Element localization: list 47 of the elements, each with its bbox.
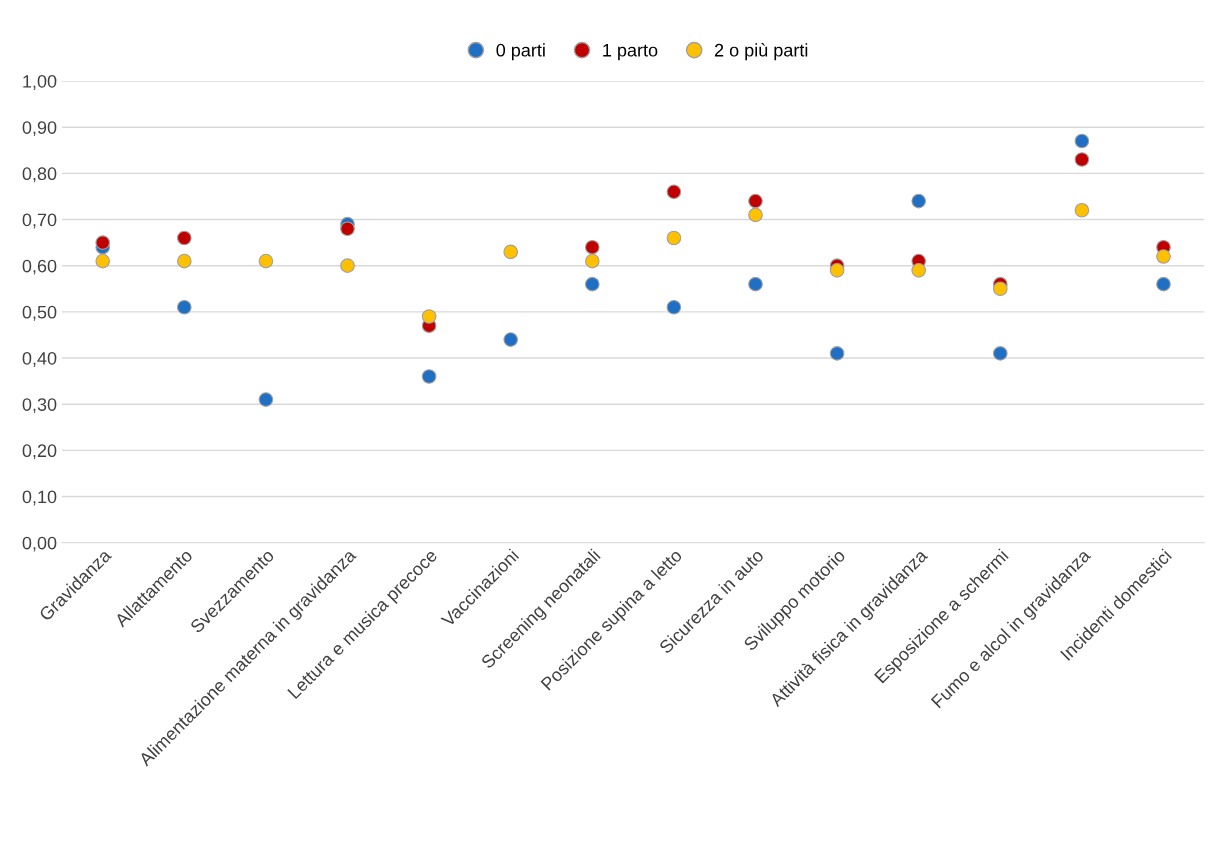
point [666, 230, 682, 246]
point [584, 276, 600, 292]
point [992, 281, 1008, 297]
y-tick-label: 0,80 [22, 167, 57, 183]
point [503, 244, 519, 260]
point [584, 253, 600, 269]
y-tick-label: 0,00 [22, 536, 57, 552]
point [95, 253, 111, 269]
point [1074, 152, 1090, 167]
point [176, 230, 192, 246]
point [421, 309, 437, 324]
legend-label: 1 parto [603, 43, 658, 61]
y-tick-label: 0,60 [22, 259, 57, 275]
point [748, 193, 763, 209]
point [421, 369, 437, 384]
y-tick-label: 0,30 [22, 398, 57, 414]
point [911, 262, 927, 278]
point [666, 299, 682, 315]
y-tick-label: 0,10 [22, 490, 57, 506]
y-tick-label: 0,20 [22, 444, 57, 460]
point [176, 299, 192, 315]
point [258, 253, 274, 269]
legend-label: 0 parti [496, 43, 545, 61]
y-tick-label: 0,90 [22, 121, 57, 137]
point [340, 258, 355, 274]
point [1074, 202, 1090, 218]
point [1156, 249, 1171, 264]
y-tick-label: 0,70 [22, 213, 57, 229]
point [1156, 276, 1171, 292]
y-tick-label: 0,40 [22, 351, 57, 367]
y-tick-label: 1,00 [23, 74, 57, 90]
point [829, 346, 845, 361]
point [1074, 133, 1090, 149]
point [748, 207, 763, 223]
point [176, 253, 192, 269]
point [829, 262, 845, 278]
y-tick-label: 0,50 [22, 305, 57, 321]
point [666, 184, 682, 200]
point [258, 392, 274, 407]
legend-label: 2 o più parti [714, 43, 808, 61]
point [748, 276, 763, 292]
point [340, 221, 355, 237]
point [992, 346, 1008, 361]
point [95, 235, 111, 250]
point [911, 193, 927, 209]
point [584, 239, 600, 255]
point [503, 332, 519, 347]
